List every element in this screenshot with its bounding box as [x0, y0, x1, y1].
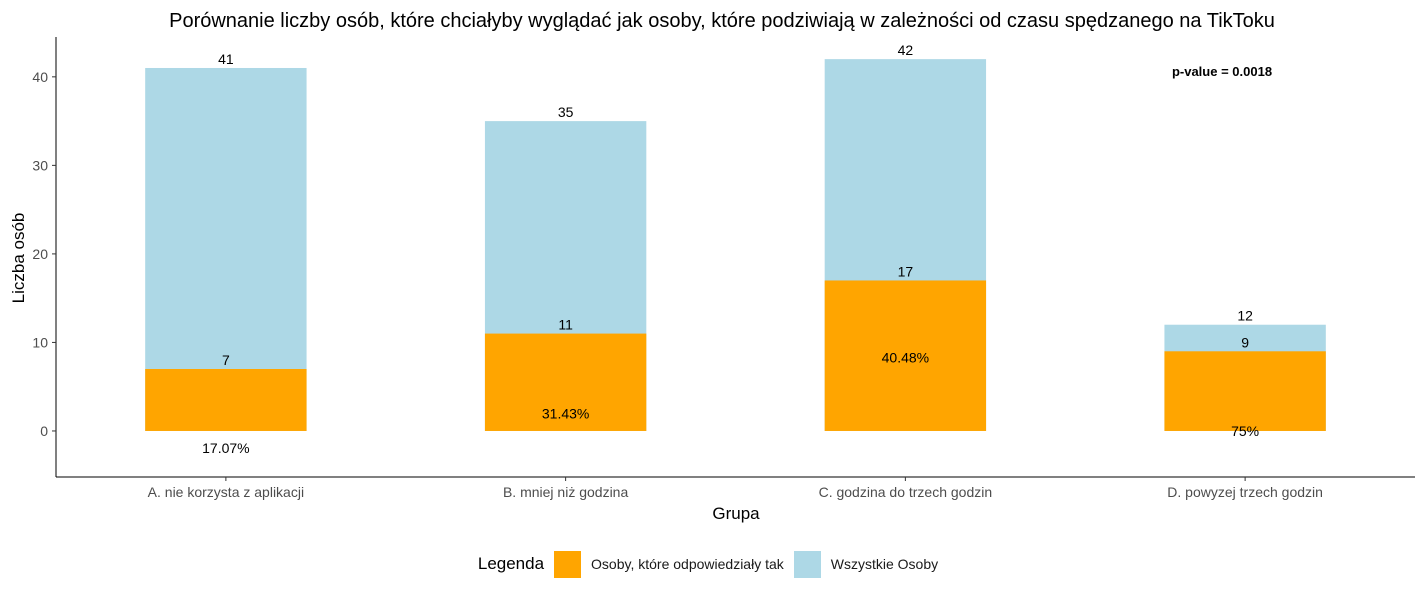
bar-yes — [484, 333, 647, 431]
x-tick-label: A. nie korzysta z aplikacji — [148, 484, 304, 500]
data-label-total: 42 — [898, 42, 914, 58]
data-label-yes: 17 — [898, 263, 914, 279]
data-label-yes: 9 — [1241, 334, 1249, 350]
plot-area: 0 10 20 30 40 A. nie korzysta z aplikacji B. m… — [32, 37, 1415, 500]
data-label-percent: 31.43% — [542, 405, 589, 421]
y-axis-title: Liczba osób — [9, 213, 28, 304]
chart-title: Porównanie liczby osób, które chciałyby … — [169, 10, 1275, 32]
x-tick-label: C. godzina do trzech godzin — [819, 484, 993, 500]
data-label-total: 12 — [1237, 308, 1253, 324]
legend-swatch-all — [793, 550, 821, 578]
y-tick-label: 0 — [40, 423, 48, 439]
y-tick-label: 30 — [32, 157, 48, 173]
y-tick-label: 10 — [32, 334, 48, 350]
x-tick-label: D. powyzej trzech godzin — [1167, 484, 1323, 500]
bar-yes — [145, 368, 307, 431]
data-label-yes: 11 — [558, 317, 573, 333]
x-tick-label: B. mniej niż godzina — [503, 484, 629, 500]
data-label-percent: 40.48% — [882, 349, 929, 365]
legend-title: Legenda — [477, 554, 545, 573]
legend-swatch-yes — [554, 550, 582, 578]
bar-yes — [1164, 351, 1326, 431]
legend-item-yes: Osoby, które odpowiedziały tak — [554, 550, 784, 578]
x-axis-title: Grupa — [712, 504, 760, 523]
p-value-annotation: p-value = 0.0018 — [1172, 64, 1272, 79]
data-label-percent: 17.07% — [202, 440, 249, 456]
legend-label-yes: Osoby, które odpowiedziały tak — [591, 556, 784, 572]
y-tick-label: 20 — [32, 246, 48, 262]
bar-yes — [824, 280, 987, 431]
data-label-total: 35 — [558, 104, 574, 120]
y-tick-label: 40 — [32, 69, 48, 85]
legend-item-all: Wszystkie Osoby — [793, 550, 939, 578]
legend-label-all: Wszystkie Osoby — [830, 556, 939, 572]
data-label-total: 41 — [218, 51, 234, 67]
data-label-percent: 75% — [1231, 423, 1259, 439]
data-label-yes: 7 — [222, 352, 230, 368]
legend: Legenda Osoby, które odpowiedziały tak W… — [0, 549, 1426, 579]
